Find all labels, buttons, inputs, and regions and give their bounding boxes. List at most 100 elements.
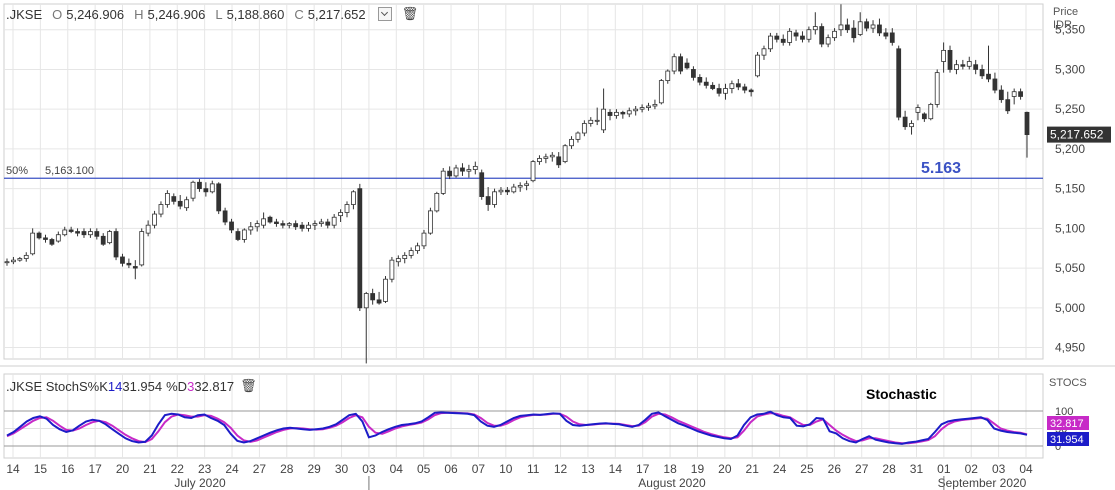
candle-body — [229, 221, 234, 231]
x-day-label: 30 — [335, 462, 349, 476]
x-day-label: 23 — [198, 462, 212, 476]
x-day-label: 17 — [88, 462, 102, 476]
candle-body — [62, 229, 68, 236]
x-day-label: 07 — [472, 462, 486, 476]
candle-body — [216, 183, 222, 212]
candle-body — [43, 237, 48, 240]
open-value: 5,246.906 — [66, 6, 125, 22]
stoch-tick-label: 0 — [1055, 441, 1061, 453]
d-value-badge — [1047, 416, 1089, 430]
candle-body — [472, 165, 478, 170]
candle-body — [241, 229, 247, 240]
high-key: H — [134, 6, 144, 22]
candle-body — [626, 110, 632, 115]
trash-icon[interactable]: 🗑 — [240, 378, 257, 393]
candle-body — [1011, 91, 1017, 97]
candle-body — [639, 107, 645, 110]
candle-body — [806, 29, 812, 40]
candle-body — [524, 183, 530, 186]
fib-level-percent: 50% — [6, 165, 28, 177]
k-value-badge-label: 31.954 — [1050, 434, 1084, 446]
candle-body — [678, 56, 683, 72]
chevron-down-icon[interactable] — [377, 7, 392, 21]
x-day-label: 28 — [280, 462, 294, 476]
stoch-legend: .JKSE StochS %K 14 31.954 %D 3 32.817 🗑 — [6, 378, 257, 394]
candle-body — [877, 24, 882, 34]
candle-body — [915, 107, 921, 113]
candle-body — [992, 78, 998, 91]
candle-body — [17, 258, 23, 261]
candle-body — [184, 199, 190, 209]
stoch-tick-label: 100 — [1055, 406, 1073, 418]
price-tick-label: 5,150 — [1055, 182, 1085, 196]
candle-body — [254, 223, 260, 228]
candle-body — [318, 221, 324, 224]
x-day-label: 24 — [225, 462, 239, 476]
symbol-label: .JKSE — [6, 6, 43, 22]
fib-level-value: 5,163.100 — [45, 165, 94, 177]
candle-body — [492, 191, 497, 205]
candle-body — [376, 299, 382, 304]
candle-body — [466, 169, 472, 172]
candle-body — [158, 204, 164, 215]
candle-body — [966, 61, 972, 67]
close-key: C — [294, 6, 304, 22]
price-tick-label: 5,200 — [1055, 142, 1085, 156]
candle-body — [267, 216, 273, 223]
k-value-badge — [1047, 432, 1089, 446]
candle-body — [665, 70, 671, 81]
trash-icon[interactable]: 🗑 — [401, 6, 419, 21]
candle-body — [812, 26, 818, 31]
candle-body — [293, 223, 299, 228]
candle-body — [344, 204, 350, 213]
x-day-label: 24 — [773, 462, 787, 476]
candle-body — [100, 235, 106, 245]
d-value-badge-label: 32.817 — [1050, 418, 1084, 430]
candle-body — [607, 111, 613, 116]
candle-body — [556, 156, 562, 166]
candle-body — [601, 108, 606, 131]
candle-body — [280, 223, 286, 226]
candle-body — [703, 81, 709, 86]
stoch-annotation: Stochastic — [866, 386, 937, 402]
candle-body — [68, 229, 74, 232]
candle-body — [543, 156, 549, 159]
price-panel-frame — [3, 3, 1044, 360]
x-day-label: 13 — [581, 462, 595, 476]
candle-body — [825, 37, 831, 45]
candle-body — [49, 239, 55, 245]
x-month-label: August 2020 — [638, 476, 706, 490]
candle-body — [434, 193, 440, 212]
ohlc-legend: .JKSE O 5,246.906 H 5,246.906 L 5,188.860 C… — [6, 6, 422, 22]
x-day-label: 06 — [444, 462, 458, 476]
candle-body — [402, 254, 408, 259]
close-value: 5,217.652 — [307, 6, 366, 22]
candle-body — [453, 167, 459, 177]
candle-body — [81, 231, 87, 236]
x-day-label: 18 — [663, 462, 677, 476]
x-day-label: 28 — [882, 462, 896, 476]
candle-body — [646, 105, 651, 108]
x-day-label: 29 — [307, 462, 321, 476]
candle-body — [902, 116, 908, 128]
candle-body — [549, 154, 555, 158]
price-axis-unit: IDR — [1053, 19, 1072, 31]
candle-body — [620, 111, 626, 115]
candle-body — [517, 185, 523, 188]
candle-body — [504, 189, 510, 193]
candle-body — [75, 231, 80, 234]
candle-body — [832, 30, 837, 39]
candle-body — [498, 189, 504, 193]
candle-body — [934, 72, 940, 105]
candle-body — [152, 213, 157, 226]
candle-body — [1005, 99, 1011, 112]
candle-body — [581, 123, 587, 134]
candle-body — [132, 266, 138, 269]
candle-body — [896, 48, 902, 118]
price-tick-label: 5,250 — [1055, 102, 1085, 116]
candle-body — [594, 119, 600, 122]
candle-body — [889, 32, 895, 43]
candle-body — [883, 32, 889, 37]
candle-body — [145, 224, 151, 234]
